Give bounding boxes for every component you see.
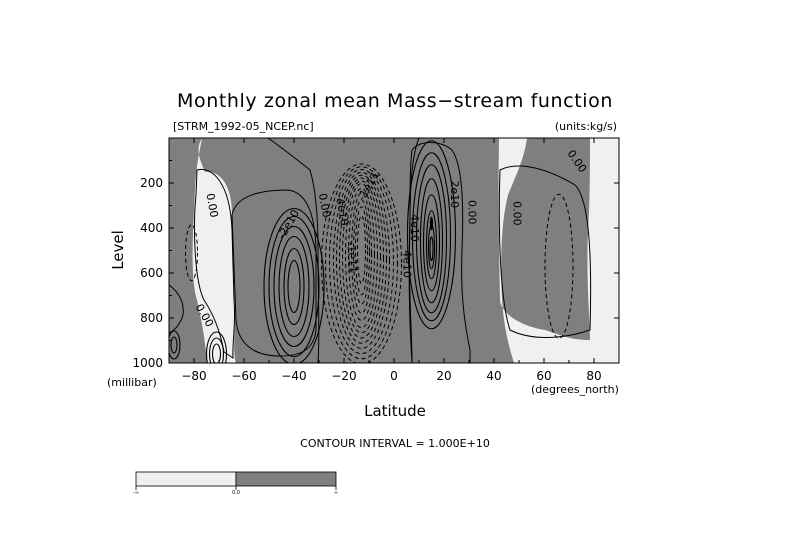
positive-regions — [231, 142, 471, 363]
x-axis-label: Latitude — [364, 402, 426, 420]
neg-contour-hadley-5 — [339, 177, 384, 339]
neg-contour-north — [544, 193, 574, 339]
units-label: (units:kg/s) — [555, 120, 617, 133]
y-axis-ticks: 200 400 600 800 1000 — [132, 160, 619, 370]
pos-contour-south-ferrel-4 — [283, 247, 305, 326]
pos-contour-north-hadley-7 — [429, 236, 434, 262]
y-axis-label: Level — [109, 230, 127, 270]
y-tick-label: 200 — [140, 176, 163, 190]
contour-label: 2e10 — [448, 180, 461, 208]
contour-label: -1e11 — [344, 241, 360, 274]
x-axis-ticks: −80 −60 −40 −20 0 20 40 60 80 — [168, 138, 620, 383]
pos-contour-antarctic-0 — [205, 331, 228, 363]
neg-contour-hadley-7 — [345, 183, 378, 329]
y-tick-label: 800 — [140, 311, 163, 325]
neg-contour-hadley-1 — [325, 166, 398, 360]
contour-label: 0.00 — [511, 201, 524, 226]
pos-contour-south-ferrel-1 — [268, 215, 320, 358]
zero-contour-north — [498, 165, 592, 338]
positive-background — [169, 138, 619, 363]
neg-contour-hadley-4 — [336, 174, 387, 344]
contour-label: 0.00 — [466, 200, 479, 225]
pos-contour-north-hadley-3 — [419, 178, 444, 304]
neg-contour-hadley-6 — [342, 180, 381, 334]
contour-label: 0.00 — [203, 192, 220, 218]
shade-bar-negative — [135, 471, 237, 487]
shade-bar-label-max: ∞ — [334, 490, 338, 496]
shade-bar-positive — [235, 471, 337, 487]
pos-contour-north-hadley-4 — [422, 194, 441, 292]
y-tick-label: 600 — [140, 266, 163, 280]
pos-region-south-ferrel — [231, 189, 317, 357]
neg-contour-hadley-10 — [353, 199, 370, 305]
pos-contour-antarctic-1 — [208, 337, 225, 363]
pos-contour-north-hadley-2 — [415, 164, 448, 314]
y-tick-label: 1000 — [132, 356, 163, 370]
pos-contour-south-ferrel-0 — [263, 207, 325, 363]
contour-label: 0.00 — [316, 192, 333, 218]
neg-contour-south-small — [185, 224, 198, 282]
x-tick-label: −20 — [331, 369, 356, 383]
neg-region-south — [169, 138, 236, 363]
x-tick-label: 0 — [390, 369, 398, 383]
x-tick-label: −80 — [181, 369, 206, 383]
neg-contour-hadley-9 — [351, 192, 372, 314]
file-label: [STRM_1992-05_NCEP.nc] — [173, 120, 314, 133]
pos-contour-north-hadley-1 — [411, 152, 452, 322]
pos-contour-south-ferrel-5 — [287, 259, 301, 314]
max-marker-north — [429, 216, 434, 231]
pos-contour-polar-0 — [169, 330, 181, 360]
contour-lines — [169, 140, 574, 363]
y-unit-label: (millibar) — [107, 376, 157, 389]
plot-area — [169, 138, 619, 363]
pos-contour-north-hadley-0 — [406, 140, 457, 330]
pos-contour-polar-1 — [170, 336, 178, 354]
neg-contour-hadley-0 — [321, 163, 402, 363]
pos-region-north-hadley — [408, 142, 471, 363]
contour-label: -4e10 — [333, 193, 351, 227]
neg-contour-hadley-12 — [357, 215, 366, 285]
contour-label: 4e10 — [401, 250, 414, 278]
shade-bar: -∞ 0.0 ∞ — [133, 471, 338, 496]
neg-contour-hadley-8 — [348, 187, 375, 321]
shade-bar-label-min: -∞ — [133, 490, 139, 496]
neg-contour-hadley-2 — [329, 169, 394, 355]
contour-interval-text: CONTOUR INTERVAL = 1.000E+10 — [300, 437, 490, 450]
chart-title: Monthly zonal mean Mass−stream function — [177, 90, 613, 112]
pos-contour-south-ferrel-3 — [278, 235, 310, 338]
x-tick-label: 80 — [586, 369, 601, 383]
shade-bar-label-zero: 0.0 — [232, 490, 240, 496]
x-tick-label: −40 — [281, 369, 306, 383]
neg-contour-hadley-3 — [333, 171, 390, 349]
contour-label: 4e10 — [408, 214, 421, 242]
x-tick-label: 20 — [436, 369, 451, 383]
y-tick-label: 400 — [140, 221, 163, 235]
neg-contour-hadley-11 — [355, 206, 368, 296]
pos-contour-antarctic-2 — [211, 343, 222, 363]
pos-contour-north-hadley-5 — [425, 210, 438, 280]
x-tick-label: 40 — [486, 369, 501, 383]
pos-contour-south-ferrel-2 — [273, 225, 315, 348]
x-unit-label: (degrees_north) — [531, 383, 619, 396]
x-tick-label: −60 — [231, 369, 256, 383]
x-tick-label: 60 — [536, 369, 551, 383]
neg-region-north — [498, 138, 619, 363]
